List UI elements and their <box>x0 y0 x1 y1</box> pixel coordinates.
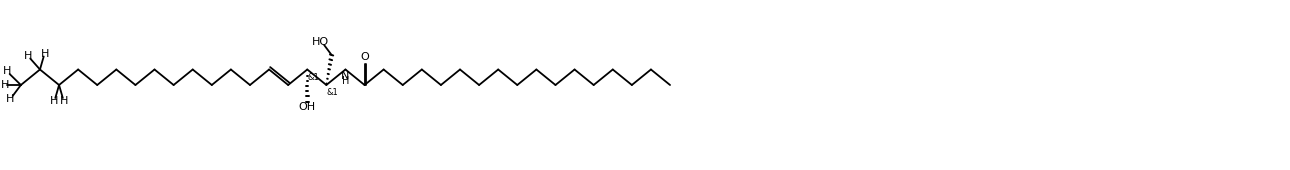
Text: N: N <box>342 71 350 81</box>
Text: H: H <box>41 49 49 59</box>
Text: O: O <box>360 52 369 62</box>
Text: &1: &1 <box>307 72 320 81</box>
Text: H: H <box>49 96 58 106</box>
Text: &1: &1 <box>326 88 338 97</box>
Text: HO: HO <box>311 37 329 47</box>
Text: H: H <box>61 96 68 106</box>
Text: H: H <box>342 76 350 86</box>
Text: H: H <box>3 66 12 76</box>
Text: OH: OH <box>299 102 316 112</box>
Text: H: H <box>6 94 14 104</box>
Text: H: H <box>0 80 9 90</box>
Text: H: H <box>23 51 32 61</box>
